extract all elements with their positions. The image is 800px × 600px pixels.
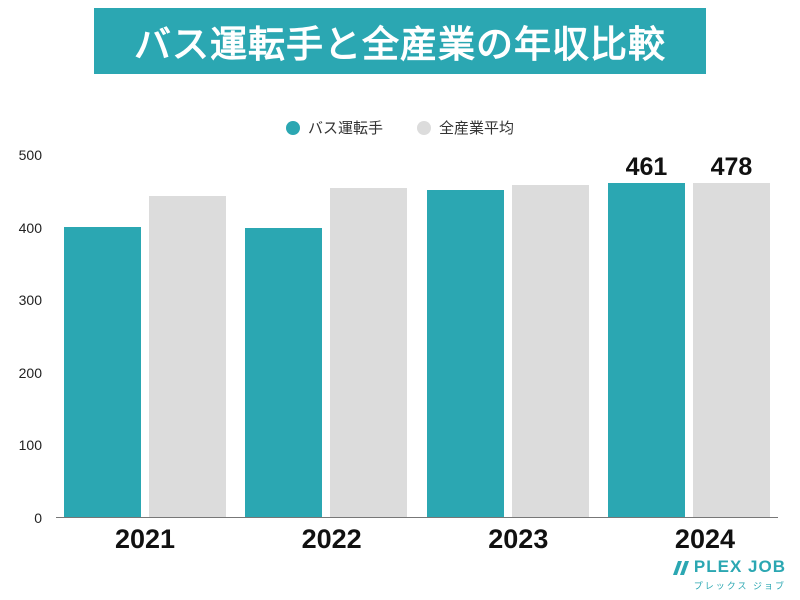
y-tick-label-0: 0 (34, 510, 42, 526)
bar-group-2021 (64, 155, 226, 517)
title-banner: バス運転手と全産業の年収比較 (94, 8, 706, 74)
y-tick-label-200: 200 (18, 364, 42, 381)
bar-2021-all-industry (149, 196, 226, 517)
legend-dot-all-industry (417, 120, 431, 135)
bar-column (245, 155, 323, 517)
bar-column (330, 155, 408, 517)
brand-subtitle: プレックス ジョブ (693, 581, 786, 591)
bar-value-label-2024-bus-driver: 461 (625, 153, 668, 182)
x-tick-label-2024: 2024 (674, 524, 735, 554)
bar-value-label-2024-all-industry: 478 (710, 153, 753, 181)
y-tick-label-300: 300 (18, 292, 42, 309)
bar-2024-bus-driver (607, 183, 685, 517)
x-tick-label-2023: 2023 (488, 524, 549, 554)
bar-2022-all-industry (330, 187, 408, 517)
x-axis: 2021 2022 2023 2024 (56, 524, 794, 555)
bar-2023-bus-driver (426, 189, 504, 517)
bar-2024-all-industry (692, 183, 770, 517)
bar-column: 478 (692, 153, 770, 517)
bar-column (426, 155, 504, 517)
legend-label-bus-driver: バス運転手 (307, 120, 383, 137)
bar-group-2022 (245, 155, 408, 517)
brand-name: PLEX JOB (693, 557, 786, 577)
brand-mark-icon (672, 560, 689, 575)
bar-group-2024: 461 478 (607, 153, 770, 517)
x-tick-label-2021: 2021 (114, 524, 176, 554)
y-tick-label-100: 100 (18, 437, 42, 454)
plot-area: 461 478 (56, 155, 778, 518)
chart-legend: バス運転手 全産業平均 (0, 117, 800, 138)
legend-label-all-industry: 全産業平均 (439, 120, 515, 137)
legend-item-all-industry: 全産業平均 (417, 117, 514, 138)
y-tick-label-500: 500 (18, 147, 42, 163)
bar-column (149, 155, 226, 517)
page-title: バス運転手と全産業の年収比較 (134, 24, 666, 65)
bar-2023-all-industry (511, 185, 589, 517)
bar-2022-bus-driver (245, 228, 323, 517)
bar-2021-bus-driver (64, 227, 141, 517)
y-axis: 0 100 200 300 400 500 (0, 147, 48, 526)
brand-logo: PLEX JOB プレックス ジョブ (672, 557, 786, 592)
legend-dot-bus-driver (285, 120, 300, 135)
bar-column: 461 (607, 153, 685, 517)
x-tick-label-2022: 2022 (301, 524, 362, 554)
bar-column (64, 155, 141, 517)
bar-column (511, 155, 589, 517)
bar-group-2023 (426, 155, 589, 517)
y-tick-label-400: 400 (18, 219, 42, 236)
legend-item-bus-driver: バス運転手 (285, 117, 383, 138)
